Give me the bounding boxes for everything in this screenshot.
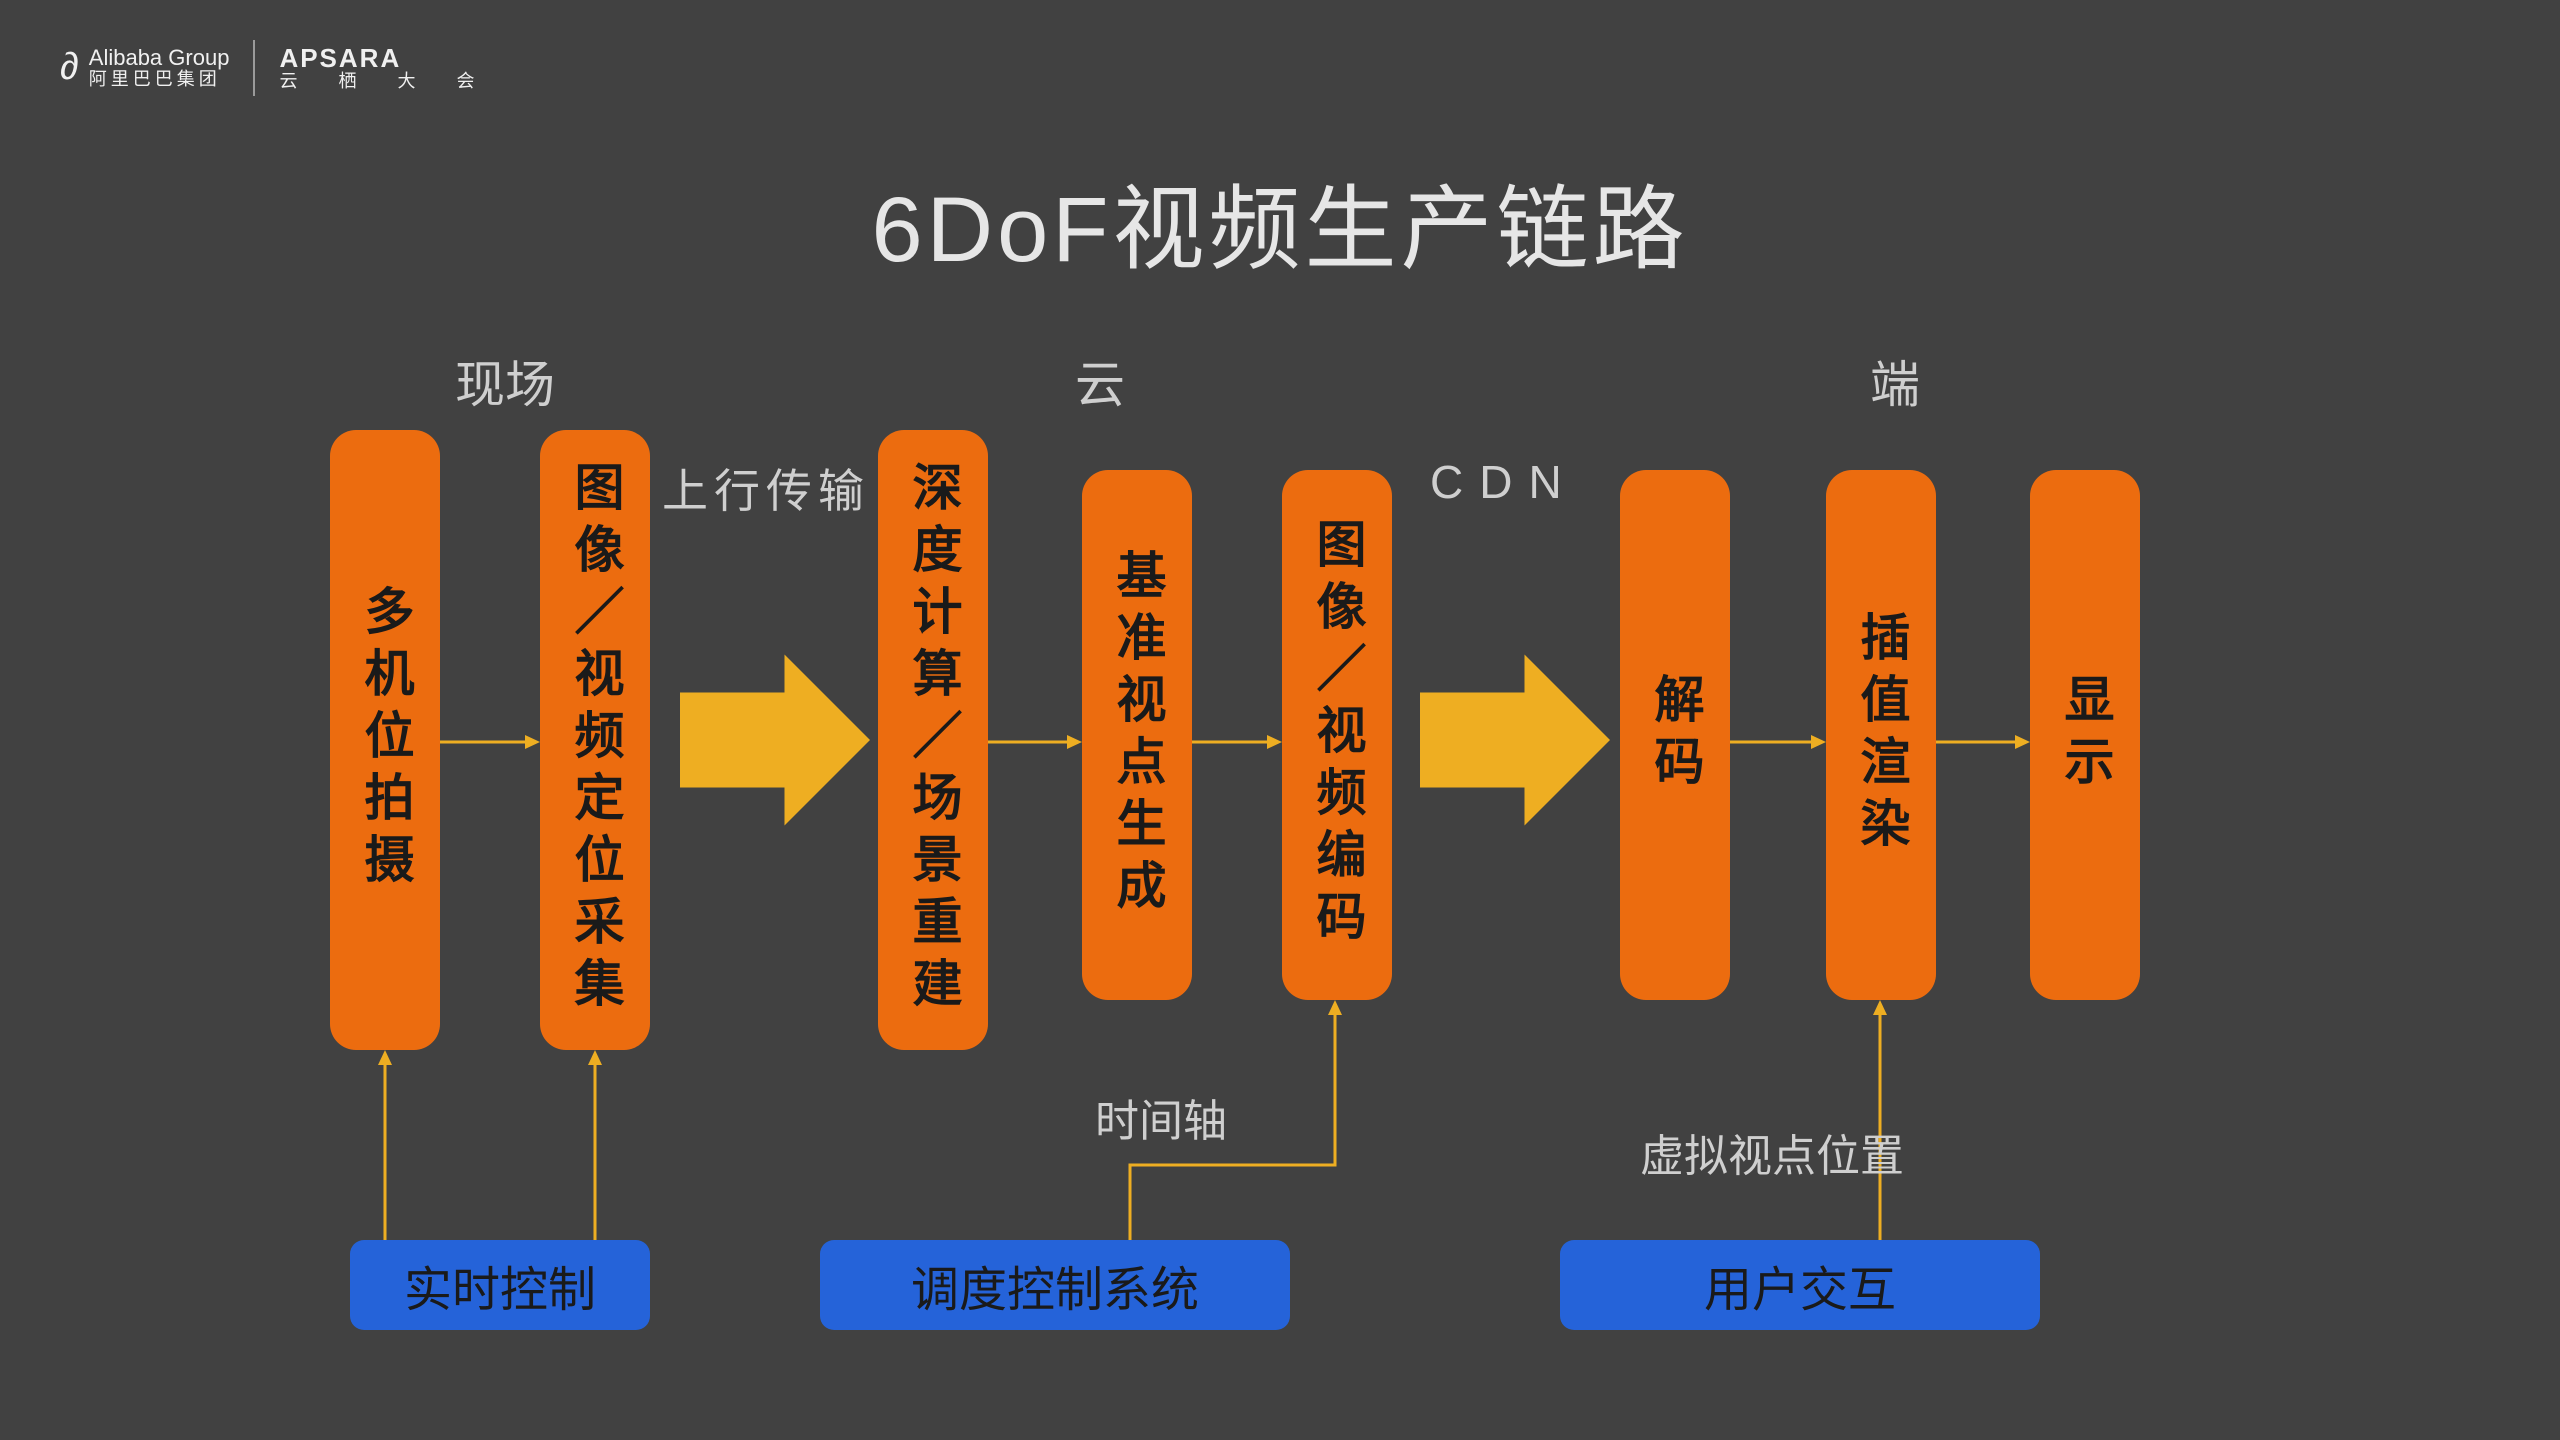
alibaba-cn: 阿里巴巴集团	[89, 70, 230, 90]
pillar-multicam: 多机位拍摄	[330, 430, 440, 1050]
slide-title: 6DoF视频生产链路	[0, 155, 2560, 288]
pipeline-layer: 多机位拍摄 图像／视频定位采集 深度计算／场景重建 基准视点生成 图像／视频编码…	[0, 430, 2560, 1050]
up-arrow-2	[585, 1050, 605, 1250]
apsara-en: APSARA	[279, 44, 492, 73]
label-cdn: CDN	[1430, 455, 1578, 509]
thin-arrow-2	[988, 732, 1082, 752]
pillar-depth: 深度计算／场景重建	[878, 430, 988, 1050]
up-arrow-1	[375, 1050, 395, 1250]
pillar-encode: 图像／视频编码	[1282, 470, 1392, 1000]
pillar-decode: 解码	[1620, 470, 1730, 1000]
bluebox-userint: 用户交互	[1560, 1240, 2040, 1330]
alibaba-glyph-icon: ∂	[60, 46, 77, 89]
logo-apsara: APSARA 云 栖 大 会	[279, 44, 492, 92]
apsara-cn: 云 栖 大 会	[279, 72, 492, 92]
thin-arrow-5	[1936, 732, 2030, 752]
bluebox-realtime: 实时控制	[350, 1240, 650, 1330]
stage-label-client: 端	[1870, 345, 1920, 417]
logo-divider	[253, 40, 255, 96]
label-virtual-viewpoint: 虚拟视点位置	[1640, 1120, 1904, 1184]
big-arrow-1	[680, 645, 850, 815]
pillar-display: 显示	[2030, 470, 2140, 1000]
big-arrow-2	[1420, 645, 1590, 815]
thin-arrow-4	[1730, 732, 1826, 752]
stage-label-onsite: 现场	[455, 345, 555, 417]
thin-arrow-1	[440, 732, 540, 752]
logo-area: ∂ Alibaba Group 阿里巴巴集团 APSARA 云 栖 大 会	[60, 40, 492, 96]
thin-arrow-3	[1192, 732, 1282, 752]
pillar-capture: 图像／视频定位采集	[540, 430, 650, 1050]
bluebox-scheduler: 调度控制系统	[820, 1240, 1290, 1330]
stage-label-cloud: 云	[1075, 345, 1125, 417]
pillar-baseview: 基准视点生成	[1082, 470, 1192, 1000]
label-timeline: 时间轴	[1095, 1085, 1227, 1149]
pillar-interp: 插值渲染	[1826, 470, 1936, 1000]
logo-alibaba: ∂ Alibaba Group 阿里巴巴集团	[60, 46, 229, 90]
alibaba-en: Alibaba Group	[89, 46, 230, 70]
label-uplink: 上行传输	[662, 455, 870, 521]
